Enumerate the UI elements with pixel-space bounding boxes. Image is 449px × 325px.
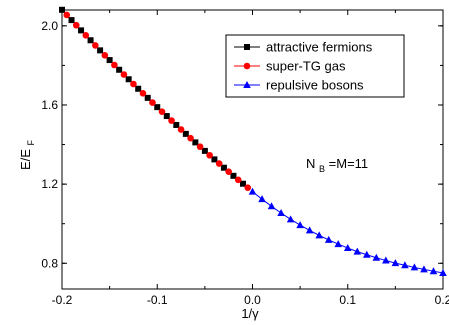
data-point-circle [206,151,213,159]
data-point-triangle [324,235,333,243]
legend-label: super-TG gas [266,59,346,74]
annotation-main: N [306,156,315,171]
data-point-square [154,104,161,111]
data-point-triangle [315,231,323,239]
data-point-circle [225,168,232,175]
data-point-square [230,172,237,179]
data-point-triangle [343,244,352,252]
data-point-circle [244,184,252,191]
data-point-circle [72,21,80,29]
data-point-square [173,121,180,128]
data-point-triangle [382,256,390,264]
data-point-square [220,164,227,171]
data-point-square [211,156,218,163]
x-tick-label: -0.2 [52,293,73,307]
series-line [252,191,444,274]
data-point-square [192,139,199,146]
series-markers-circle [63,11,252,191]
data-point-square [144,94,151,101]
data-point-square [125,76,132,83]
y-tick-label: 0.8 [41,256,58,270]
data-point-square [135,85,142,92]
data-point-circle [92,42,99,49]
data-point-circle [243,62,251,70]
annotation-sub: B [319,164,325,174]
y-axis-title: E/E F [18,139,36,170]
legend-label: repulsive bosons [266,78,364,93]
data-point-square [163,113,170,120]
data-point-triangle [401,261,409,269]
data-point-circle [63,11,71,19]
data-point-triangle [353,247,362,255]
y-axis-title-sub: F [26,139,36,145]
data-point-square [78,27,85,34]
legend: attractive fermions super-TG gas repulsive… [225,34,405,98]
x-tick-label: 0.0 [244,293,261,307]
data-point-circle [120,71,128,78]
x-tick-label: 0.2 [435,293,449,307]
y-tick-label: 2.0 [41,19,58,33]
data-point-square [59,6,65,13]
data-point-triangle [267,202,276,210]
data-point-triangle [429,267,438,275]
series-markers-triangle [248,187,447,276]
data-point-square [97,47,104,54]
data-point-square [182,130,189,137]
series-markers-square [59,6,246,187]
data-point-triangle [296,221,304,229]
x-axis-title: 1/γ [241,306,259,321]
data-point-circle [149,99,156,106]
series-layer [59,6,447,276]
data-point-square [116,66,123,73]
y-tick-label: 1.6 [41,98,58,112]
data-point-square [87,37,94,44]
y-tick-label: 1.2 [41,177,58,191]
data-point-circle [234,176,242,184]
data-point-triangle [248,187,257,195]
axes-layer: -0.2 -0.1 0.0 0.1 0.2 0.8 1.2 1.6 2.0 [41,9,449,307]
data-point-circle [187,134,194,142]
data-point-circle [111,61,118,69]
data-point-triangle [277,209,285,217]
data-point-circle [196,143,204,151]
x-tick-label: 0.1 [339,293,356,307]
data-point-circle [177,126,185,133]
x-tick-label: -0.1 [147,293,168,307]
data-point-triangle [258,195,266,203]
data-point-square [106,57,113,64]
data-point-triangle [305,226,314,234]
series-triangle [252,191,444,274]
data-point-triangle [439,268,447,276]
data-point-triangle [286,215,295,223]
data-point-circle [158,108,166,116]
annotation-label: N B =M=11 [306,156,368,175]
data-point-triangle [410,263,419,271]
data-point-square [68,17,75,24]
data-point-circle [82,32,90,39]
data-point-square [201,147,208,154]
data-point-circle [139,90,147,97]
data-point-circle [168,117,175,124]
data-point-triangle [334,240,343,248]
legend-label: attractive fermions [266,40,373,55]
annotation-rest: =M=11 [329,156,369,171]
data-point-triangle [391,259,400,267]
data-point-triangle [243,81,251,88]
data-point-square [239,180,246,187]
data-point-triangle [372,253,381,261]
data-point-circle [101,52,109,59]
data-point-circle [215,160,223,167]
data-point-triangle [363,250,371,258]
data-point-circle [130,80,137,88]
data-point-triangle [420,265,428,273]
y-axis-title-main: E/E [18,149,33,170]
data-point-square [244,44,250,50]
